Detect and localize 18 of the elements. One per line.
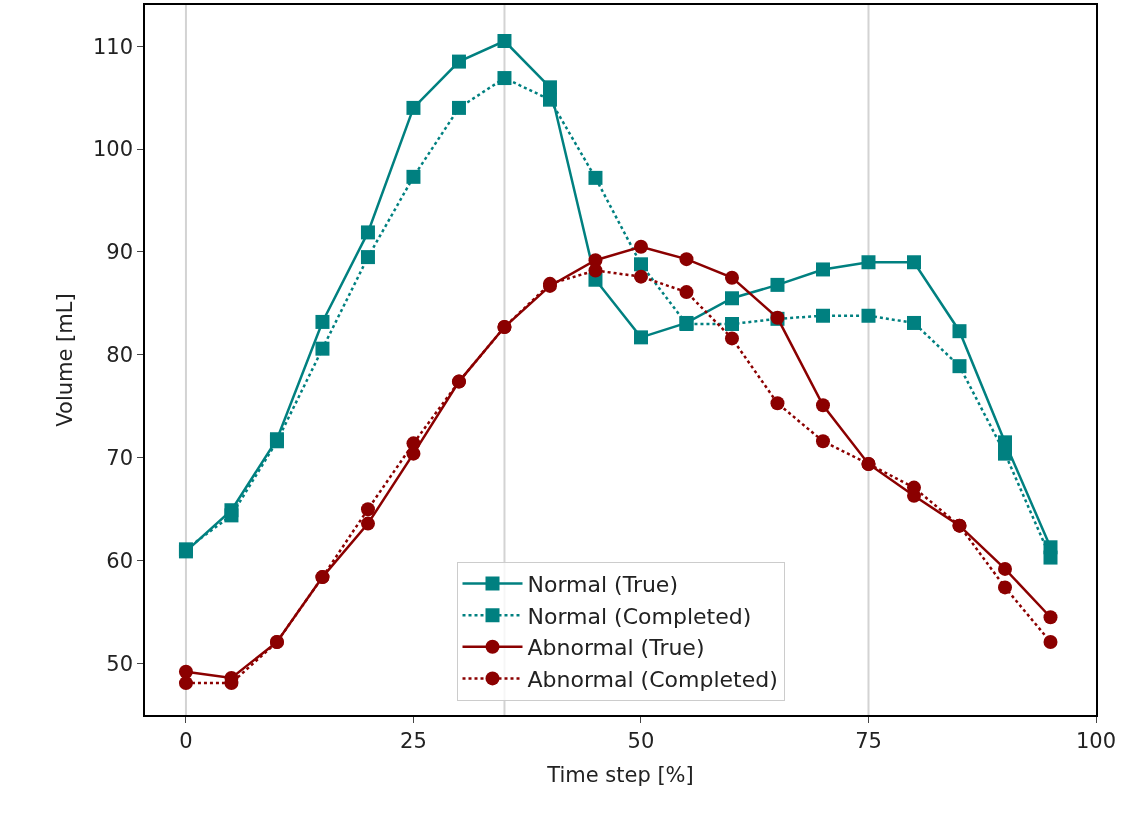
y-tick-label: 110 bbox=[92, 34, 134, 59]
y-tick-label: 80 bbox=[106, 343, 134, 368]
legend-label: Normal (Completed) bbox=[527, 603, 752, 629]
legend-label: Abnormal (Completed) bbox=[527, 666, 778, 692]
legend-label: Normal (True) bbox=[527, 572, 678, 598]
y-tick-label: 70 bbox=[106, 446, 134, 471]
x-tick-label: 50 bbox=[627, 728, 655, 753]
y-axis-title: Volume [mL] bbox=[52, 293, 77, 427]
x-tick-label: 25 bbox=[400, 728, 427, 753]
x-tick-label: 0 bbox=[179, 728, 193, 753]
y-tick-label: 100 bbox=[92, 137, 134, 162]
y-tick-label: 60 bbox=[106, 549, 134, 573]
x-axis-title: Time step [%] bbox=[546, 762, 694, 787]
y-tick-label: 50 bbox=[106, 651, 134, 676]
x-tick-label: 75 bbox=[855, 728, 882, 753]
x-tick-label: 100 bbox=[1075, 728, 1117, 753]
y-tick-label: 90 bbox=[106, 240, 134, 265]
legend-label: Abnormal (True) bbox=[527, 635, 705, 661]
